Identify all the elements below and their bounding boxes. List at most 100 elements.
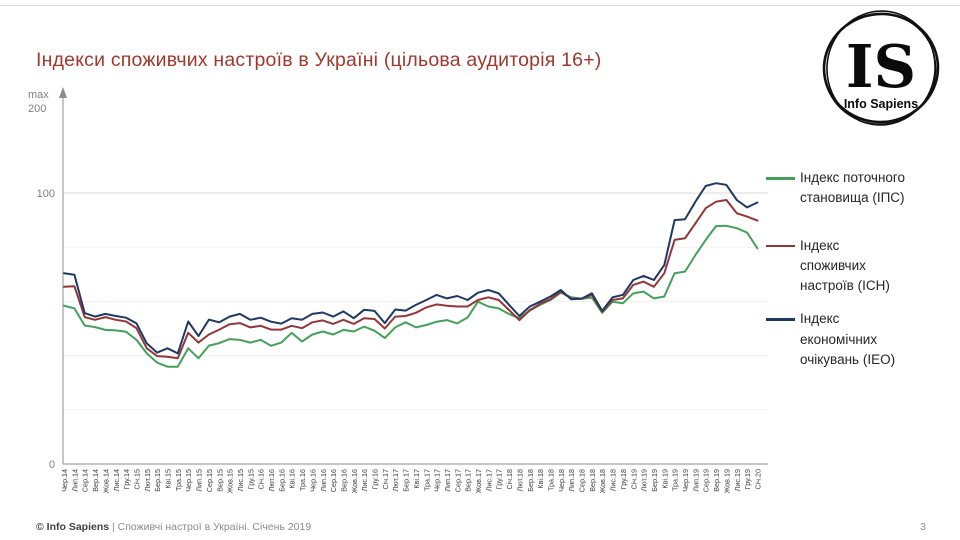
x-tick-label: Гру.15 xyxy=(246,469,255,489)
legend-item: Індекс економічних очікувань (ІЕО) xyxy=(766,309,958,370)
legend-label: Індекс поточного становища (ІПС) xyxy=(800,170,906,206)
x-tick-label: Лют.18 xyxy=(515,469,524,491)
chart-legend: Індекс поточного становища (ІПС) Індекс спо… xyxy=(766,168,958,397)
x-tick-label: Січ.16 xyxy=(257,469,266,490)
x-tick-label: Чер.19 xyxy=(681,469,690,492)
x-tick-label: Гру.19 xyxy=(743,469,752,489)
legend-line-swatch-icon xyxy=(766,244,795,247)
x-tick-label: Вер.18 xyxy=(588,469,597,492)
info-sapiens-logo: IS Info Sapiens xyxy=(818,6,944,132)
x-tick-label: Кві.15 xyxy=(164,469,173,489)
x-tick-label: Гру.18 xyxy=(619,469,628,489)
x-tick-label: Січ.20 xyxy=(753,469,762,490)
x-tick-label: Тра.18 xyxy=(546,469,555,491)
footer-separator: | xyxy=(109,521,118,533)
y-axis-max-label: max xyxy=(28,89,49,101)
x-tick-label: Лис.14 xyxy=(112,469,121,491)
x-tick-label: Лип.19 xyxy=(691,469,700,492)
x-tick-label: Вер.17 xyxy=(464,469,473,492)
page-number: 3 xyxy=(920,521,926,533)
x-tick-label: Бер.18 xyxy=(526,469,535,492)
chart-canvas: max 200 100 0 Чер.14 Лип.14 Сер.14 Вер.14 Жов.14… xyxy=(28,87,768,493)
footer-copyright: © Info Sapiens xyxy=(36,521,110,533)
y-axis-tick-100: 100 xyxy=(37,188,55,200)
x-tick-label: Лют.16 xyxy=(267,469,276,491)
x-tick-label: Гру.17 xyxy=(495,469,504,489)
legend-label: Індекс споживчих настроїв (ІСН) xyxy=(800,237,890,294)
x-tick-label: Січ.15 xyxy=(132,469,141,490)
x-tick-label: Вер.19 xyxy=(712,469,721,492)
x-tick-label: Чер.15 xyxy=(184,469,193,492)
x-tick-label: Вер.16 xyxy=(339,469,348,492)
series-line-Індекс економічних очікувань (ІЕО) xyxy=(63,182,759,355)
logo-monogram: IS xyxy=(846,32,916,101)
x-tick-label: Лис.16 xyxy=(360,469,369,491)
x-tick-label: Січ.17 xyxy=(381,469,390,490)
x-tick-label: Лис.17 xyxy=(484,469,493,491)
x-tick-label: Жов.15 xyxy=(226,469,235,493)
y-axis-tick-0: 0 xyxy=(49,459,55,471)
x-tick-label: Сер.14 xyxy=(81,469,90,492)
x-tick-label: Кві.16 xyxy=(288,469,297,489)
x-tick-label: Сер.19 xyxy=(702,469,711,492)
x-tick-label: Сер.16 xyxy=(329,469,338,492)
line-chart: max 200 100 0 Чер.14 Лип.14 Сер.14 Вер.14 Жов.14… xyxy=(28,85,773,515)
x-tick-label: Бер.17 xyxy=(402,469,411,492)
x-tick-label: Гру.14 xyxy=(122,469,131,489)
x-tick-label: Бер.16 xyxy=(277,469,286,492)
x-tick-label: Жов.16 xyxy=(350,469,359,493)
x-tick-label: Чер.14 xyxy=(60,469,69,492)
x-tick-label: Чер.16 xyxy=(308,469,317,492)
legend-item: Індекс поточного становища (ІПС) xyxy=(766,168,958,209)
x-tick-label: Січ.18 xyxy=(505,469,514,490)
footer-text: Споживчі настрої в Україні. Січень 2019 xyxy=(117,521,312,533)
legend-item: Індекс споживчих настроїв (ІСН) xyxy=(766,236,958,297)
x-tick-label: Вер.14 xyxy=(91,469,100,492)
y-axis-arrow-icon xyxy=(59,87,67,98)
page-title: Індекси споживчих настроїв в Україні (ці… xyxy=(36,49,602,72)
x-tick-label: Лип.18 xyxy=(567,469,576,492)
x-tick-label: Лип.16 xyxy=(319,469,328,492)
x-tick-label: Січ.19 xyxy=(629,469,638,490)
series-line-Індекс споживчих настроїв (ІСН) xyxy=(63,199,759,360)
x-tick-label: Чер.17 xyxy=(433,469,442,492)
x-tick-label: Лис.19 xyxy=(733,469,742,491)
x-tick-label: Лис.18 xyxy=(609,469,618,491)
x-tick-label: Жов.18 xyxy=(598,469,607,493)
x-tick-label: Лип.14 xyxy=(70,469,79,492)
x-tick-label: Лют.17 xyxy=(391,469,400,491)
footer: © Info Sapiens | Споживчі настрої в Укра… xyxy=(36,521,311,533)
legend-label: Індекс економічних очікувань (ІЕО) xyxy=(800,311,896,367)
y-axis-tick-200: 200 xyxy=(28,103,46,115)
x-tick-label: Чер.18 xyxy=(557,469,566,492)
x-tick-label: Тра.15 xyxy=(174,469,183,491)
legend-line-swatch-icon xyxy=(766,318,795,321)
x-tick-label: Лют.15 xyxy=(143,469,152,491)
x-tick-label: Лип.15 xyxy=(195,469,204,492)
x-tick-label: Лип.17 xyxy=(443,469,452,492)
x-tick-label: Тра.17 xyxy=(422,469,431,491)
series-line-Індекс поточного становища (ІПС) xyxy=(63,224,759,368)
x-tick-label: Тра.16 xyxy=(298,469,307,491)
x-tick-label: Сер.17 xyxy=(453,469,462,492)
x-tick-label: Сер.18 xyxy=(578,469,587,492)
x-tick-label: Кві.18 xyxy=(536,469,545,489)
x-tick-label: Кві.19 xyxy=(660,469,669,489)
logo-name: Info Sapiens xyxy=(844,97,918,111)
x-tick-label: Лис.15 xyxy=(236,469,245,491)
x-tick-label: Лют.19 xyxy=(640,469,649,491)
x-tick-label: Бер.15 xyxy=(153,469,162,492)
x-tick-label: Кві.17 xyxy=(412,469,421,489)
x-tick-label: Жов.14 xyxy=(101,469,110,493)
legend-line-swatch-icon xyxy=(766,177,795,180)
top-divider xyxy=(0,5,960,6)
x-tick-label: Вер.15 xyxy=(215,469,224,492)
x-tick-label: Гру.16 xyxy=(371,469,380,489)
x-tick-label: Сер.15 xyxy=(205,469,214,492)
x-tick-label: Жов.19 xyxy=(722,469,731,493)
x-tick-label: Жов.17 xyxy=(474,469,483,493)
logo-circle-icon: IS Info Sapiens xyxy=(822,10,940,126)
x-tick-label: Бер.19 xyxy=(650,469,659,492)
x-tick-label: Тра.19 xyxy=(671,469,680,491)
